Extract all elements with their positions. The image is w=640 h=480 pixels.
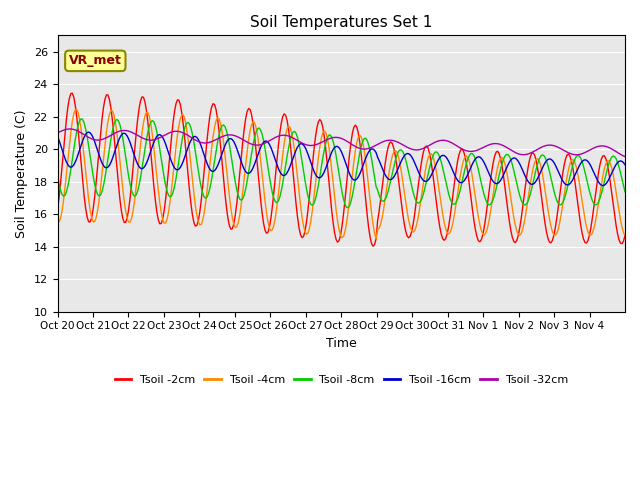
Text: VR_met: VR_met [69, 54, 122, 67]
Title: Soil Temperatures Set 1: Soil Temperatures Set 1 [250, 15, 433, 30]
Y-axis label: Soil Temperature (C): Soil Temperature (C) [15, 109, 28, 238]
Legend: Tsoil -2cm, Tsoil -4cm, Tsoil -8cm, Tsoil -16cm, Tsoil -32cm: Tsoil -2cm, Tsoil -4cm, Tsoil -8cm, Tsoi… [110, 370, 572, 389]
X-axis label: Time: Time [326, 337, 356, 350]
